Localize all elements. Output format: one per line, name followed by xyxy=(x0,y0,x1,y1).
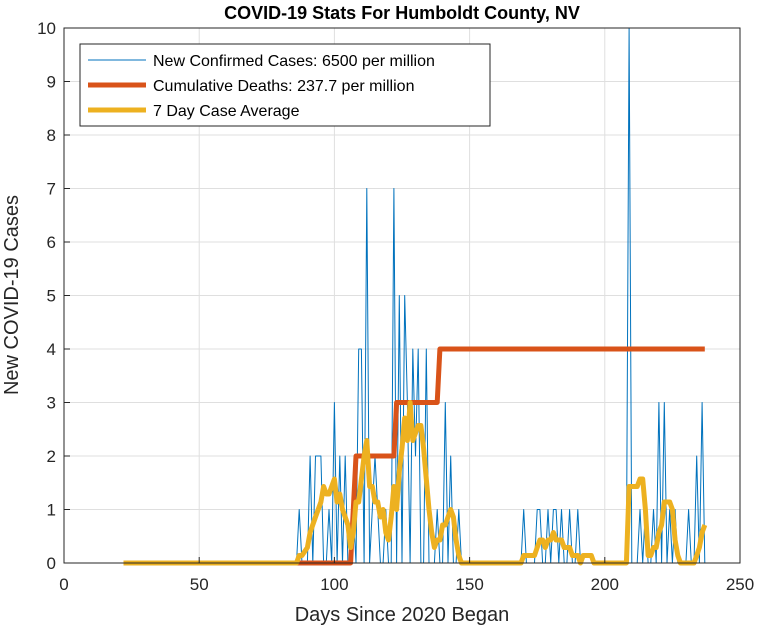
y-tick-label: 3 xyxy=(47,394,56,413)
y-tick-label: 9 xyxy=(47,73,56,92)
y-tick-label: 10 xyxy=(37,19,56,38)
y-ticks: 0 1 2 3 4 5 6 7 8 9 10 xyxy=(37,19,70,573)
y-tick-label: 2 xyxy=(47,447,56,466)
x-tick-label: 250 xyxy=(726,575,754,594)
series-line-7-day-average xyxy=(123,400,708,566)
chart-title: COVID-19 Stats For Humboldt County, NV xyxy=(224,3,580,23)
y-tick-label: 1 xyxy=(47,501,56,520)
y-tick-label: 4 xyxy=(47,340,56,359)
y-axis-label: New COVID-19 Cases xyxy=(1,195,23,395)
legend: New Confirmed Cases: 6500 per million Cu… xyxy=(79,43,491,127)
y-tick-label: 8 xyxy=(47,126,56,145)
y-tick-label: 6 xyxy=(47,233,56,252)
x-axis-label: Days Since 2020 Began xyxy=(295,604,510,626)
x-tick-label: 100 xyxy=(320,575,348,594)
y-tick-label: 5 xyxy=(47,287,56,306)
legend-label-7-day-average: 7 Day Case Average xyxy=(153,103,300,120)
y-tick-label: 7 xyxy=(47,180,56,199)
x-tick-label: 50 xyxy=(190,575,209,594)
y-tick-label: 0 xyxy=(47,554,56,573)
legend-box xyxy=(79,43,491,127)
x-tick-label: 0 xyxy=(59,575,68,594)
legend-label-cumulative-deaths: Cumulative Deaths: 237.7 per million xyxy=(153,78,414,95)
legend-label-new-cases: New Confirmed Cases: 6500 per million xyxy=(153,53,435,70)
x-ticks: 0 50 100 150 200 250 xyxy=(59,557,754,594)
x-tick-label: 200 xyxy=(591,575,619,594)
x-tick-label: 150 xyxy=(455,575,483,594)
